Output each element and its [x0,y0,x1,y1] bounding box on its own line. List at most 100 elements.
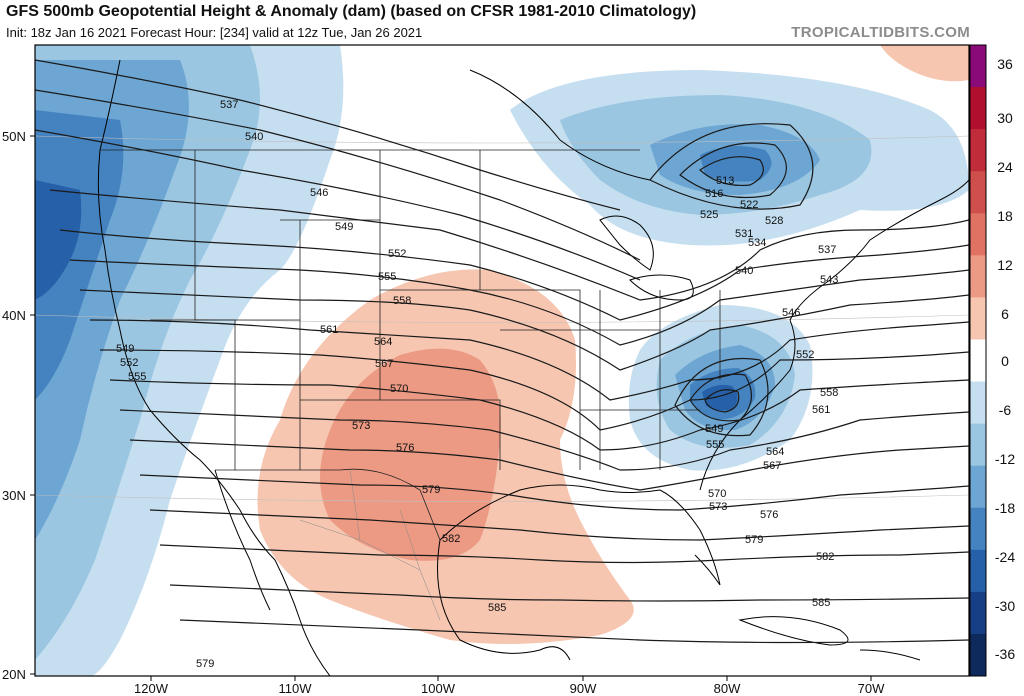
lon-label: 100W [421,681,456,696]
contour-label: 567 [375,358,393,370]
map-subtitle: Init: 18z Jan 16 2021 Forecast Hour: [23… [6,25,423,40]
colorbar-label: -30 [994,598,1016,614]
contour-label: 537 [220,99,238,111]
lat-label: 30N [2,488,26,503]
anomaly-west-trough-deep [35,110,124,400]
colorbar-segment [970,423,986,467]
contour-label: 513 [716,175,734,187]
contour-label: 528 [765,215,783,227]
contour-label: 585 [812,597,830,609]
colorbar-segment [970,171,986,214]
contour-label: 543 [820,274,838,286]
colorbar-segment [970,591,986,635]
contour-label: 558 [393,295,411,307]
contour-label: 546 [782,307,800,319]
contour-label: 564 [766,446,784,458]
contour-label: 552 [120,357,138,369]
colorbar-label: 24 [997,159,1013,175]
colorbar-segment [970,213,986,256]
contour-label: 555 [378,271,396,283]
contour-label: 573 [352,420,370,432]
colorbar-segment [970,507,986,551]
contour-label: 558 [820,387,838,399]
contour-label: 570 [708,488,726,500]
contour-label: 546 [310,187,328,199]
contour-label: 522 [740,199,758,211]
anomaly-quebec-low-core [700,146,772,182]
contour-label: 555 [128,371,146,383]
colorbar-segment [970,87,986,130]
lon-label: 70W [858,681,885,696]
anomaly-west-trough-core [35,180,82,300]
map-frame [34,44,970,677]
contour-label: 570 [390,383,408,395]
contour-label: 516 [705,188,723,200]
contour-label: 549 [116,343,134,355]
colorbar-segment [970,297,986,340]
lon-label: 80W [714,681,741,696]
colorbar-label: -24 [994,549,1016,565]
political-borders [100,149,721,541]
contour-label: 564 [374,336,392,348]
contour-label: 537 [818,244,836,256]
contour-label: 540 [245,131,263,143]
coastlines [97,59,969,676]
colorbar-label: 12 [997,257,1013,273]
colorbar-segment [970,45,986,88]
colorbar-label: -36 [994,646,1016,662]
colorbar-label: 36 [997,56,1013,72]
contour-label: 555 [706,439,724,451]
colorbar-segment [970,129,986,172]
colorbar-label: 30 [997,110,1013,126]
colorbar [970,45,986,677]
map-body: 537 540 546 549 552 555 558 561 564 567 … [35,45,969,676]
colorbar-segment [970,549,986,593]
longitude-axis: 120W 110W 100W 90W 80W 70W [134,676,885,696]
contour-labels: 537 540 546 549 552 555 558 561 564 567 … [116,99,838,670]
colorbar-label: 0 [1001,353,1009,369]
lat-label: 40N [2,308,26,323]
contour-label: 567 [763,460,781,472]
map-title: GFS 500mb Geopotential Height & Anomaly … [6,3,697,20]
contour-label: 540 [735,265,753,277]
height-contours [35,59,969,644]
contour-label: 525 [700,209,718,221]
contour-label: 576 [760,509,778,521]
anomaly-southern-ridge-strong [320,348,501,561]
lon-label: 120W [134,681,169,696]
graticule [35,135,969,502]
anomaly-northeast-corner [880,45,969,82]
contour-label: 549 [335,221,353,233]
colorbar-label: -18 [994,500,1016,516]
contour-label: 534 [748,237,766,249]
colorbar-segment [970,381,986,425]
contour-label: 579 [196,658,214,670]
latitude-axis: 50N 40N 30N 20N [2,129,35,682]
contour-label: 531 [735,228,753,240]
anomaly-southeast-low-core [702,384,738,411]
contour-label: 561 [320,324,338,336]
lon-label: 110W [279,681,313,696]
colorbar-segment [970,255,986,298]
contour-label: 549 [705,423,723,435]
colorbar-label: 18 [997,208,1013,224]
lat-label: 50N [2,129,26,144]
contour-label: 573 [709,501,727,513]
colorbar-segment [970,633,986,677]
lat-label: 20N [2,667,26,682]
contour-label: 552 [388,248,406,260]
contour-label: 582 [816,551,834,563]
colorbar-label: -6 [998,402,1012,418]
colorbar-frame [969,44,987,677]
contour-label: 552 [796,349,814,361]
contour-label: 582 [442,533,460,545]
colorbar-label: 6 [1001,306,1009,322]
contour-label: 579 [745,534,763,546]
lon-label: 90W [570,681,597,696]
colorbar-segment [970,465,986,509]
colorbar-label: -12 [994,451,1016,467]
contour-label: 579 [422,484,440,496]
contour-label: 585 [488,602,506,614]
contour-label: 576 [396,442,414,454]
